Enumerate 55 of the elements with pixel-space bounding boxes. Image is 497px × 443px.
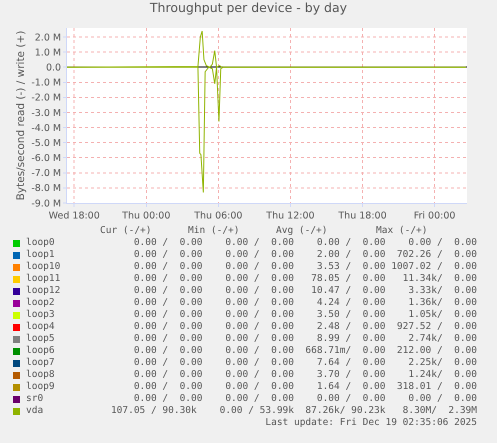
y-tick-label: 2.0 M — [34, 32, 62, 44]
chart-title: Throughput per device - by day — [148, 0, 348, 16]
text: 0.00 / 0.00 0.00 / 0.00 3.53 / 0.00 1007.02 / 0.00 — [134, 261, 477, 273]
text: 0.00 / 0.00 0.00 / 0.00 668.71m/ 0.00 212.00 / 0.00 — [134, 345, 477, 357]
legend-label: loop2 — [26, 297, 55, 309]
text: 0.00 / 0.00 0.00 / 0.00 2.00 / 0.00 702.26 / 0.00 — [134, 249, 477, 261]
text: 0.00 / 0.00 0.00 / 0.00 3.70 / 0.00 1.24k/ 0.00 — [134, 369, 477, 381]
legend-label: sr0 — [26, 393, 44, 405]
y-tick-label: -7.0 M — [31, 168, 62, 180]
legend-label: loop6 — [26, 345, 55, 357]
text: 0.00 / 0.00 0.00 / 0.00 2.48 / 0.00 927.52 / 0.00 — [134, 321, 477, 333]
text: Min (-/+) — [188, 225, 240, 237]
x-tick-label: Fri 00:00 — [414, 210, 456, 222]
legend-label: loop1 — [26, 249, 55, 261]
text: 0.00 / 0.00 0.00 / 0.00 10.47 / 0.00 3.33k/ 0.00 — [134, 285, 477, 297]
y-tick-label: 0.0 — [46, 62, 62, 74]
text: 0.00 / 0.00 0.00 / 0.00 0.00 / 0.00 0.00 / 0.00 — [134, 237, 477, 249]
text: 0.00 / 0.00 0.00 / 0.00 4.24 / 0.00 1.36k/ 0.00 — [134, 297, 477, 309]
text: 0.00 / 0.00 0.00 / 0.00 0.00 / 0.00 0.00 / 0.00 — [134, 393, 477, 405]
y-tick-label: -4.0 M — [31, 122, 62, 134]
y-tick-label: -5.0 M — [31, 138, 62, 149]
x-tick-label: Thu 00:00 — [121, 210, 170, 222]
legend-label: vda — [26, 405, 44, 417]
x-tick-label: Thu 12:00 — [265, 210, 315, 222]
text: 0.00 / 0.00 0.00 / 0.00 78.05 / 0.00 11.34k/ 0.00 — [134, 273, 477, 285]
y-axis-title: Bytes/second read (-) / write (+) — [15, 30, 28, 200]
legend-label: loop3 — [26, 309, 55, 321]
legend-label: loop0 — [26, 237, 55, 249]
legend-label: loop4 — [26, 321, 55, 333]
y-tick-label: -8.0 M — [31, 183, 62, 194]
text: Max (-/+) — [376, 225, 428, 237]
legend-label: loop7 — [26, 357, 55, 369]
text: 0.00 / 0.00 0.00 / 0.00 1.64 / 0.00 318.01 / 0.00 — [134, 381, 477, 393]
legend-label: loop11 — [26, 273, 60, 285]
x-tick-label: Thu 18:00 — [337, 210, 387, 222]
legend-label: loop10 — [26, 261, 60, 273]
y-tick-label: -6.0 M — [31, 153, 62, 164]
text: 0.00 / 0.00 0.00 / 0.00 7.64 / 0.00 2.25k/ 0.00 — [134, 357, 477, 369]
x-tick-label: Wed 18:00 — [48, 210, 100, 222]
y-tick-label: 1.0 M — [34, 47, 62, 58]
x-tick-label: Thu 06:00 — [193, 210, 242, 222]
legend-label: loop12 — [26, 285, 60, 297]
legend-label: loop9 — [26, 381, 55, 393]
text: 0.00 / 0.00 0.00 / 0.00 3.50 / 0.00 1.05k/ 0.00 — [134, 309, 477, 321]
y-tick-label: -1.0 M — [31, 78, 62, 89]
legend-label: loop5 — [26, 333, 55, 345]
text: Cur (-/+) — [100, 225, 152, 237]
text: Avg (-/+) — [276, 225, 328, 237]
text: 0.00 / 0.00 0.00 / 0.00 8.99 / 0.00 2.74k/ 0.00 — [134, 333, 477, 345]
y-tick-label: -2.0 M — [31, 92, 62, 104]
y-tick-label: -3.0 M — [31, 108, 62, 119]
text: Last update: Fri Dec 19 02:35:06 2025 — [265, 417, 477, 429]
text: 107.05 / 90.30k 0.00 / 53.99k 87.26k/ 90.23k 8.30M/ 2.39M — [110, 405, 477, 417]
legend-label: loop8 — [26, 369, 55, 381]
y-tick-label: -9.0 M — [31, 198, 62, 210]
